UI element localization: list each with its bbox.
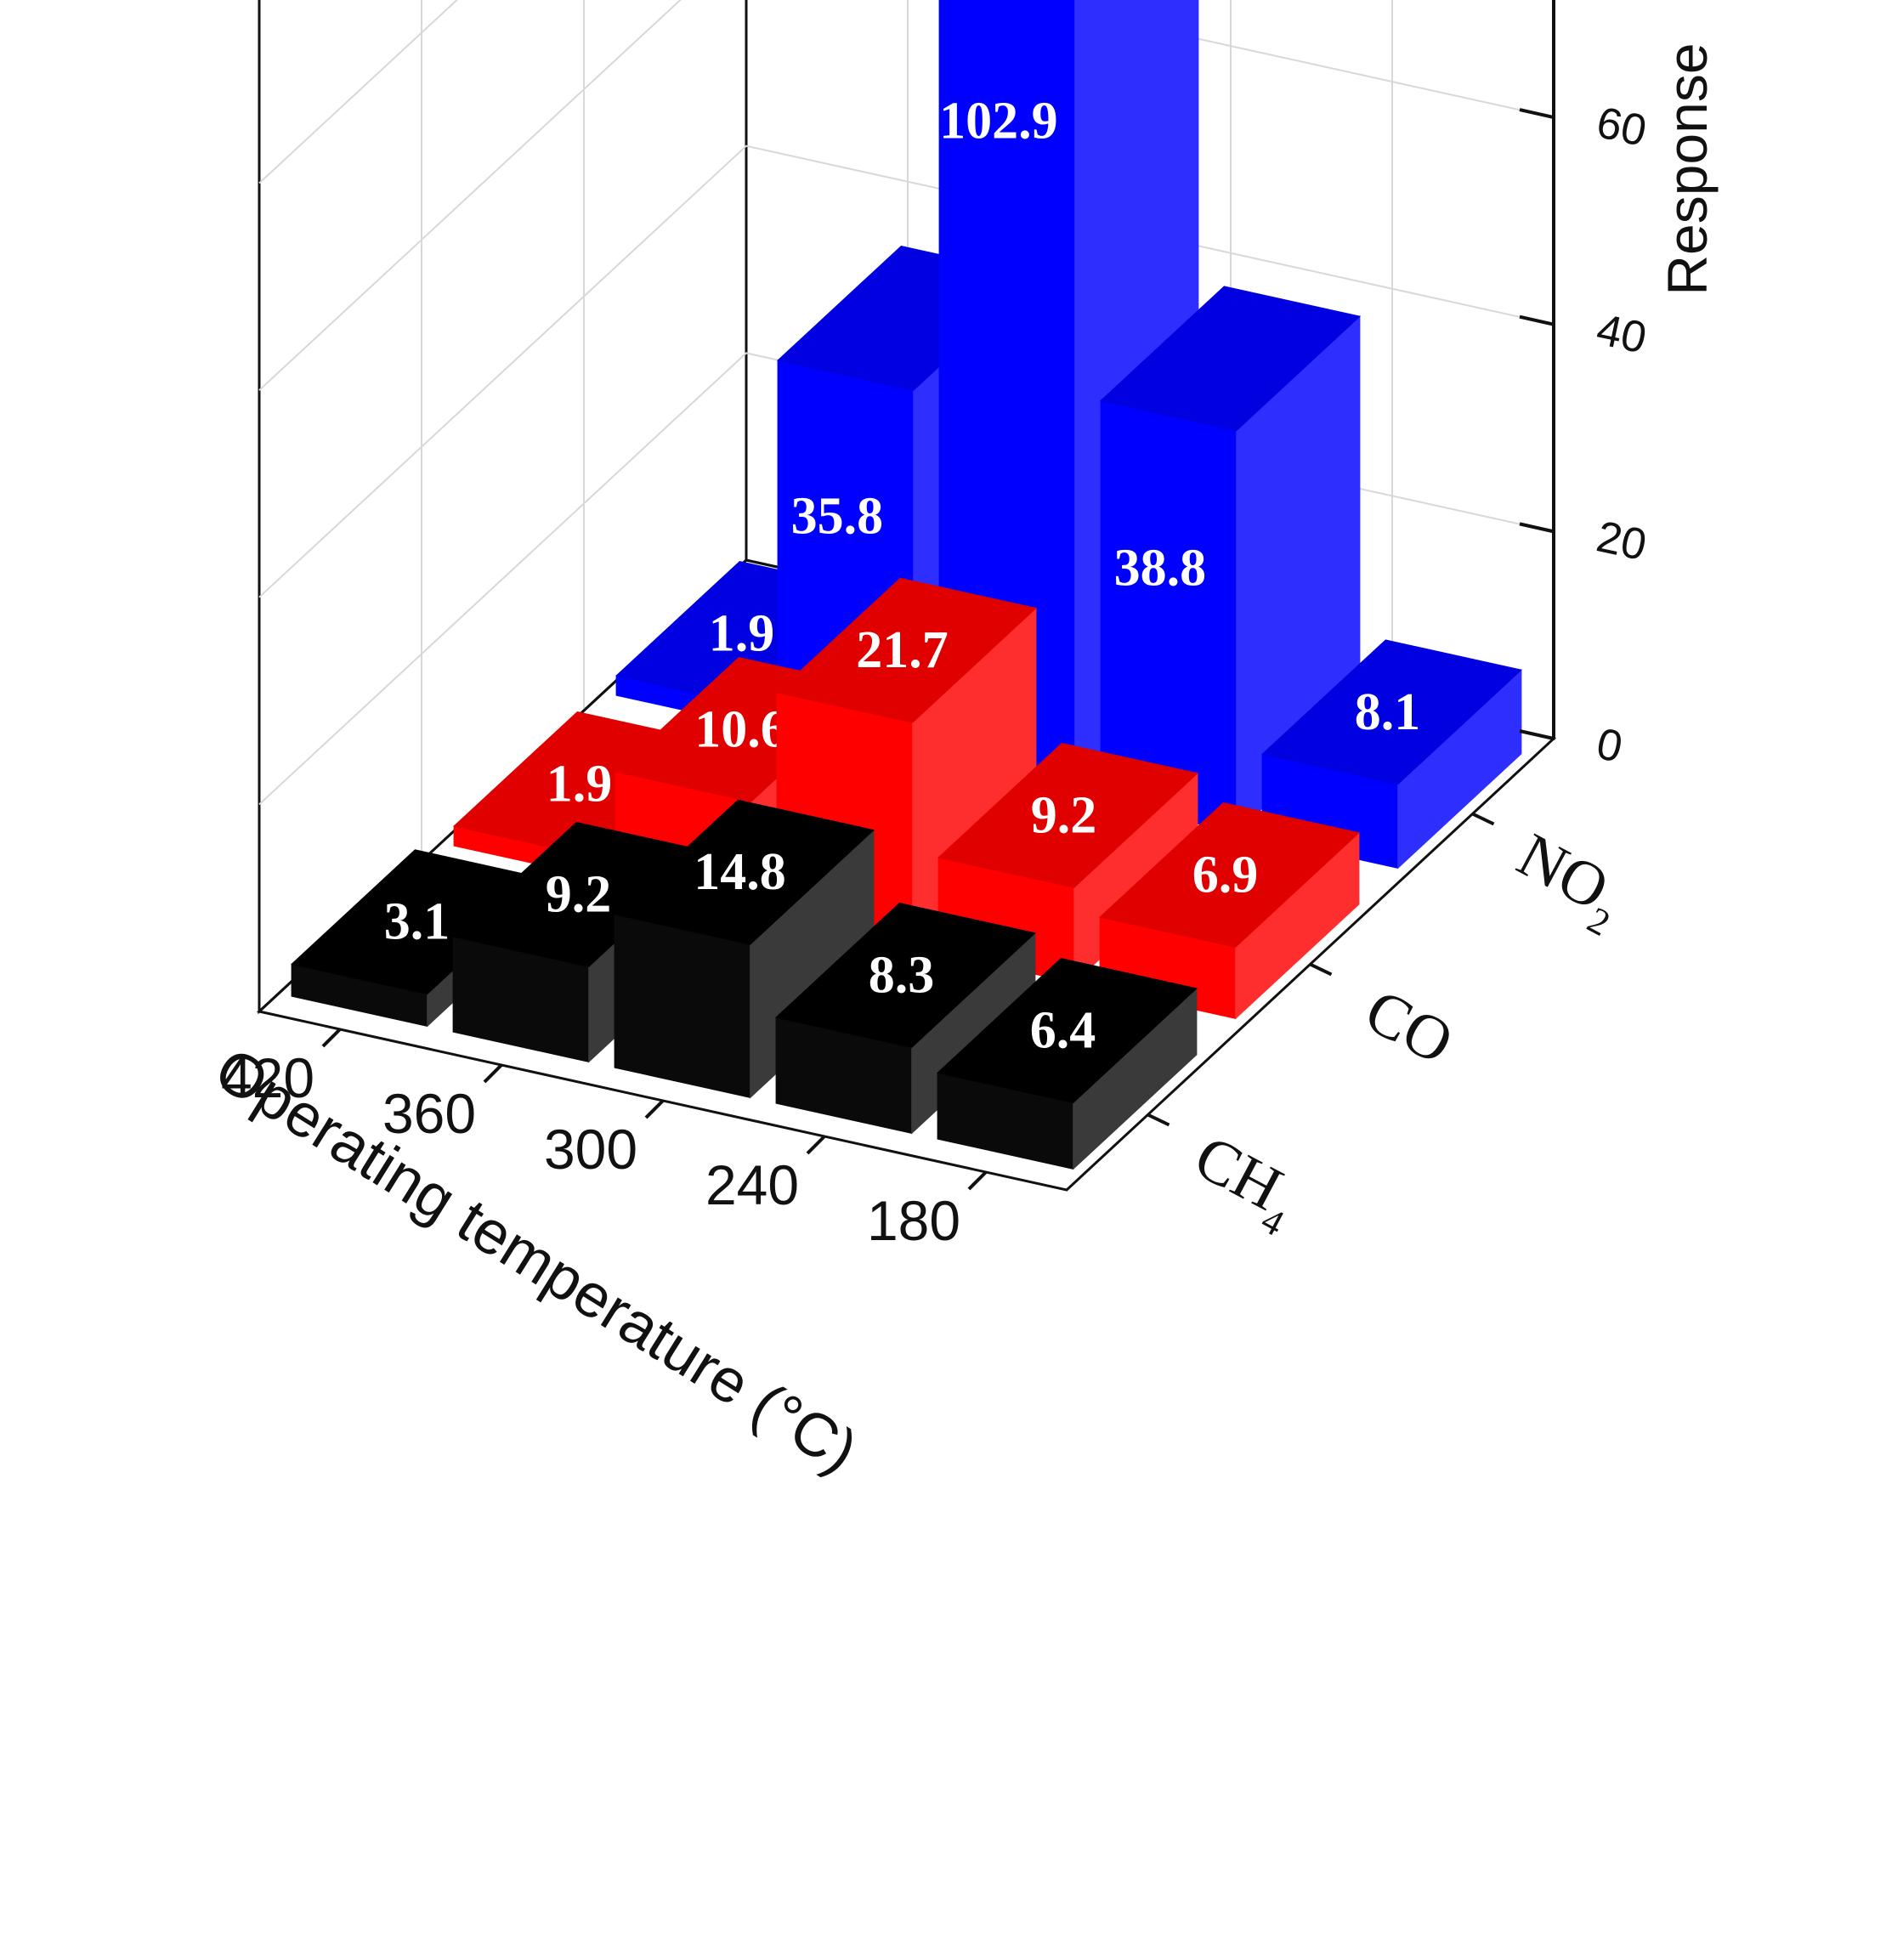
bar-label-CH4-360: 9.2 bbox=[546, 865, 612, 923]
bar-label-CO-180: 6.9 bbox=[1192, 846, 1259, 904]
bar-top-CO-300 bbox=[776, 577, 1037, 723]
bar-label-NO2-180: 8.1 bbox=[1355, 683, 1421, 741]
bar-label-NO2-420: 1.9 bbox=[709, 604, 775, 662]
temperature-tick-label: 360 bbox=[382, 1082, 476, 1145]
temperature-tick-label: 240 bbox=[705, 1153, 799, 1216]
temperature-tick-label: 180 bbox=[867, 1189, 960, 1252]
bar-label-CH4-420: 3.1 bbox=[384, 893, 450, 951]
response-tick bbox=[1519, 729, 1555, 740]
gas-label-subscript: 4 bbox=[1255, 1198, 1290, 1244]
bar-top-CO-180 bbox=[1099, 802, 1360, 948]
gas-label-NO2: NO2 bbox=[1501, 820, 1636, 944]
temperature-tick bbox=[644, 1099, 665, 1119]
bar-front-CH4-300 bbox=[614, 914, 751, 1099]
bar-label-NO2-300: 102.9 bbox=[939, 93, 1058, 150]
bar-top-CH4-180 bbox=[937, 958, 1198, 1103]
gas-tick bbox=[1309, 962, 1333, 977]
temperature-tick bbox=[806, 1135, 826, 1155]
bar-top-NO2-240 bbox=[1100, 286, 1361, 432]
gas-label-CH4: CH4 bbox=[1177, 1122, 1310, 1244]
temperature-tick bbox=[321, 1028, 342, 1048]
temperature-axis-title: Operating temperature (°C) bbox=[203, 1035, 869, 1487]
bar-top-CH4-300 bbox=[614, 799, 875, 945]
bar-label-CO-300: 21.7 bbox=[856, 621, 949, 679]
bar-top-CH4-240 bbox=[775, 902, 1036, 1048]
bar-label-NO2-360: 35.8 bbox=[791, 487, 884, 545]
response-tick-label: 20 bbox=[1593, 512, 1651, 570]
bar-label-CO-360: 10.6 bbox=[694, 700, 787, 758]
gas-tick bbox=[1147, 1113, 1170, 1127]
response-tick-label: 60 bbox=[1593, 98, 1651, 156]
gas-label-CO: CO bbox=[1354, 976, 1464, 1079]
gridline bbox=[258, 0, 459, 184]
bar-label-NO2-240: 38.8 bbox=[1114, 540, 1207, 598]
response-tick-label: 40 bbox=[1593, 305, 1651, 364]
gas-label-subscript: 2 bbox=[1581, 898, 1617, 944]
temperature-tick bbox=[483, 1063, 503, 1084]
bar-label-CH4-240: 8.3 bbox=[869, 946, 935, 1004]
response-tick bbox=[1519, 108, 1555, 120]
temperature-tick-label: 420 bbox=[221, 1046, 314, 1109]
bar-top-NO2-180 bbox=[1261, 639, 1522, 785]
temperature-tick-label: 300 bbox=[544, 1118, 637, 1181]
temperature-tick bbox=[967, 1170, 988, 1191]
response-tick bbox=[1519, 522, 1555, 534]
bar-label-CH4-180: 6.4 bbox=[1030, 1002, 1096, 1060]
response-axis-title: Response bbox=[1656, 42, 1719, 295]
bar-label-CO-420: 1.9 bbox=[547, 755, 613, 813]
bar-label-CO-240: 9.2 bbox=[1031, 786, 1097, 844]
response-tick-label: 0 bbox=[1593, 719, 1627, 773]
bar-top-CO-240 bbox=[937, 742, 1198, 888]
bar-label-CH4-300: 14.8 bbox=[694, 843, 786, 901]
gas-tick bbox=[1471, 812, 1495, 826]
response-tick bbox=[1519, 314, 1555, 326]
